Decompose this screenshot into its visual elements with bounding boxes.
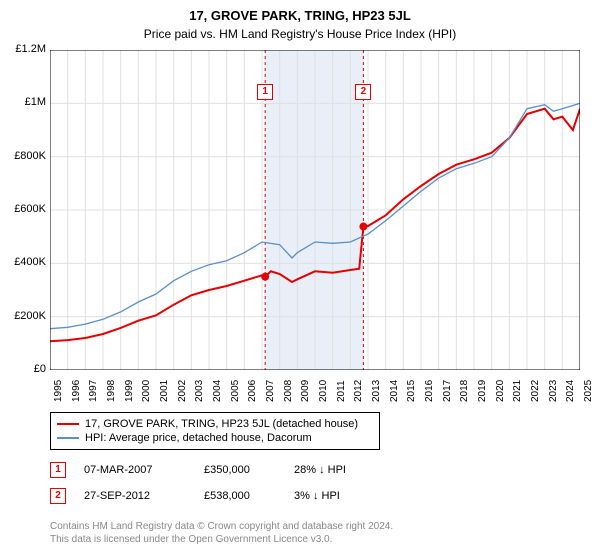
- x-tick-label: 2023: [548, 380, 559, 402]
- transaction-price: £538,000: [204, 490, 294, 502]
- transaction-row: 1 07-MAR-2007£350,00028% ↓ HPI: [50, 462, 346, 478]
- footer-line-1: Contains HM Land Registry data © Crown c…: [50, 520, 580, 533]
- footer: Contains HM Land Registry data © Crown c…: [50, 520, 580, 546]
- x-tick-label: 2013: [371, 380, 382, 402]
- x-tick-label: 1999: [124, 380, 135, 402]
- chart-subtitle: Price paid vs. HM Land Registry's House …: [0, 23, 600, 41]
- transaction-date: 27-SEP-2012: [84, 490, 204, 502]
- x-tick-label: 1995: [53, 380, 64, 402]
- footer-line-2: This data is licensed under the Open Gov…: [50, 533, 580, 546]
- y-tick-label: £600K: [2, 203, 46, 215]
- transaction-marker: 2: [50, 488, 66, 504]
- legend-label: 17, GROVE PARK, TRING, HP23 5JL (detache…: [85, 418, 358, 430]
- x-tick-label: 2017: [442, 380, 453, 402]
- transaction-diff: 28% ↓ HPI: [294, 464, 346, 476]
- x-tick-label: 2016: [424, 380, 435, 402]
- x-tick-label: 2015: [406, 380, 417, 402]
- x-tick-label: 2004: [212, 380, 223, 402]
- x-tick-label: 2025: [583, 380, 594, 402]
- price-chart-panel: { "title": "17, GROVE PARK, TRING, HP23 …: [0, 0, 600, 560]
- x-tick-label: 2012: [353, 380, 364, 402]
- x-tick-label: 2024: [565, 380, 576, 402]
- transaction-diff: 3% ↓ HPI: [294, 490, 340, 502]
- y-tick-label: £400K: [2, 256, 46, 268]
- legend-item: 17, GROVE PARK, TRING, HP23 5JL (detache…: [57, 417, 373, 431]
- x-tick-label: 2008: [283, 380, 294, 402]
- x-tick-label: 2002: [177, 380, 188, 402]
- transaction-date: 07-MAR-2007: [84, 464, 204, 476]
- x-tick-label: 2006: [247, 380, 258, 402]
- x-tick-label: 2021: [512, 380, 523, 402]
- x-tick-label: 1997: [88, 380, 99, 402]
- x-tick-label: 2003: [194, 380, 205, 402]
- x-tick-label: 2022: [530, 380, 541, 402]
- transaction-marker: 1: [50, 462, 66, 478]
- chart-title: 17, GROVE PARK, TRING, HP23 5JL: [0, 0, 600, 23]
- legend-label: HPI: Average price, detached house, Daco…: [85, 432, 312, 444]
- x-tick-label: 2011: [336, 380, 347, 402]
- legend: 17, GROVE PARK, TRING, HP23 5JL (detache…: [50, 412, 380, 450]
- legend-item: HPI: Average price, detached house, Daco…: [57, 431, 373, 445]
- transaction-price: £350,000: [204, 464, 294, 476]
- legend-swatch: [57, 437, 79, 439]
- x-tick-label: 1996: [71, 380, 82, 402]
- x-tick-label: 2009: [300, 380, 311, 402]
- x-tick-label: 2019: [477, 380, 488, 402]
- x-tick-label: 2005: [230, 380, 241, 402]
- x-tick-label: 1998: [106, 380, 117, 402]
- x-tick-label: 2018: [459, 380, 470, 402]
- y-tick-label: £200K: [2, 310, 46, 322]
- y-tick-label: £0: [2, 363, 46, 375]
- x-tick-label: 2001: [159, 380, 170, 402]
- x-tick-label: 2020: [495, 380, 506, 402]
- x-tick-label: 2007: [265, 380, 276, 402]
- x-tick-label: 2014: [389, 380, 400, 402]
- x-tick-label: 2010: [318, 380, 329, 402]
- sale-marker-tag: 2: [355, 84, 371, 100]
- y-tick-label: £800K: [2, 150, 46, 162]
- sale-marker: [261, 273, 269, 281]
- y-tick-label: £1M: [2, 96, 46, 108]
- y-tick-label: £1.2M: [2, 43, 46, 55]
- sale-marker: [359, 223, 367, 231]
- legend-swatch: [57, 423, 79, 425]
- chart-area: 12: [50, 50, 580, 370]
- x-tick-label: 2000: [141, 380, 152, 402]
- line-chart-svg: [50, 50, 580, 370]
- transaction-row: 2 27-SEP-2012£538,0003% ↓ HPI: [50, 488, 340, 504]
- sale-marker-tag: 1: [257, 84, 273, 100]
